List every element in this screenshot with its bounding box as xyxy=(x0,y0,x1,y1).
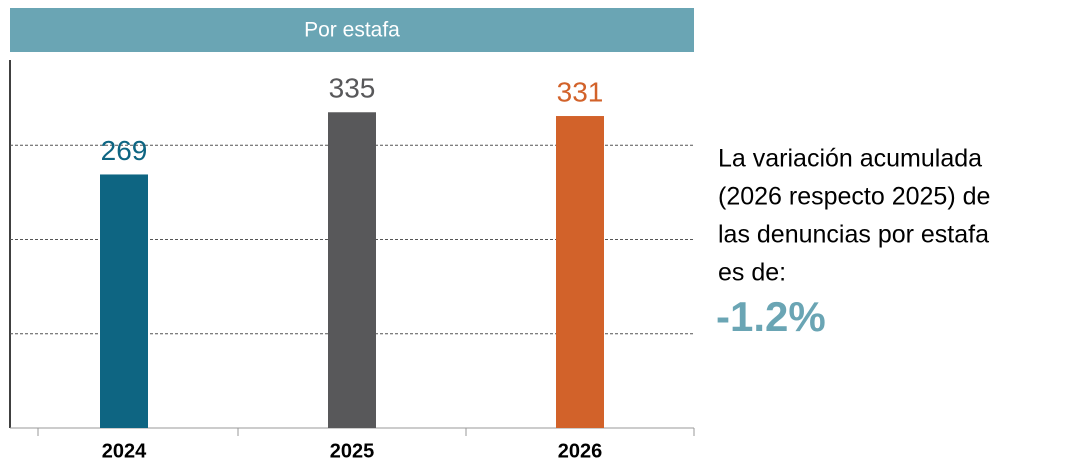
value-label: 335 xyxy=(329,73,376,104)
bar xyxy=(328,112,376,428)
chart-title: Por estafa xyxy=(304,19,400,42)
x-tick-label: 2025 xyxy=(330,440,375,462)
x-tick-label: 2024 xyxy=(102,440,147,462)
value-label: 269 xyxy=(101,135,148,166)
annotation-line: las denuncias por estafa xyxy=(718,221,989,249)
annotation-line: La variación acumulada xyxy=(718,145,982,173)
annotation-line: es de: xyxy=(718,259,786,287)
bar xyxy=(100,174,148,428)
value-label: 331 xyxy=(557,76,604,107)
highlight-value: -1.2% xyxy=(716,293,826,340)
x-tick-label: 2026 xyxy=(558,440,603,462)
annotation-line: (2026 respecto 2025) de xyxy=(718,183,990,211)
title-banner xyxy=(10,8,694,52)
bar xyxy=(556,116,604,428)
